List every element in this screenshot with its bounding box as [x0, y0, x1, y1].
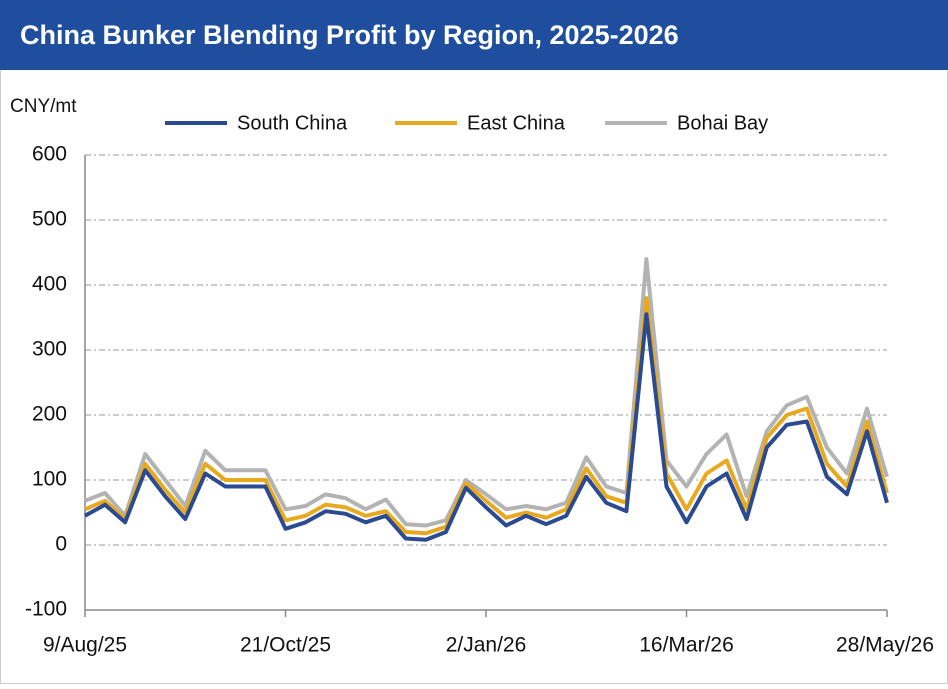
line-series	[84, 257, 889, 528]
title-bar	[0, 0, 948, 70]
y-tick-label: 400	[32, 273, 67, 296]
y-tick-label: 600	[32, 143, 67, 166]
y-tick-label: 100	[32, 468, 67, 491]
y-axis-label: CNY/mt	[10, 96, 77, 117]
y-tick-label: 300	[32, 338, 67, 361]
chart-title: China Bunker Blending Profit by Region, …	[20, 20, 679, 50]
y-tick-label: 200	[32, 403, 67, 426]
x-tick-label: 9/Aug/25	[43, 634, 127, 657]
x-tick-label: 16/Mar/26	[639, 634, 734, 657]
y-tick-label: 500	[32, 208, 67, 231]
legend-label: Bohai Bay	[677, 112, 768, 134]
line-series	[84, 296, 889, 536]
legend-label: South China	[237, 112, 348, 134]
x-tick-label: 21/Oct/25	[240, 634, 331, 657]
x-tick-label: 2/Jan/26	[446, 634, 527, 657]
y-tick-label: -100	[25, 598, 67, 621]
legend-label: East China	[467, 112, 566, 134]
line-series	[84, 312, 889, 542]
y-tick-label: 0	[55, 533, 67, 556]
x-tick-label: 28/May/26	[836, 634, 934, 657]
